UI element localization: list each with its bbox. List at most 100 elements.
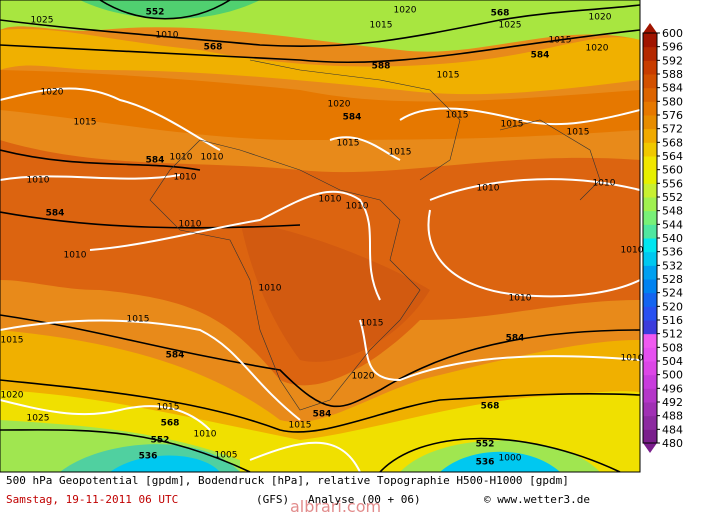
contour-label: 1010 (174, 173, 197, 183)
contour-label: 1020 (1, 391, 24, 401)
contour-label: 1015 (567, 128, 590, 138)
contour-label: 584 (343, 113, 362, 123)
colorbar-swatch (643, 60, 657, 75)
caption-credit: © www.wetter3.de (484, 493, 590, 506)
colorbar-swatch (643, 320, 657, 335)
colorbar-label: 480 (662, 437, 683, 450)
colorbar-label: 544 (662, 218, 683, 231)
colorbar-label: 488 (662, 410, 683, 423)
contour-label: 1025 (27, 414, 50, 424)
contour-label: 1010 (259, 284, 282, 294)
contour-label: 584 (313, 410, 332, 420)
contour-label: 1015 (501, 120, 524, 130)
contour-label: 536 (139, 452, 158, 462)
colorbar-swatch (643, 402, 657, 417)
contour-label: 584 (531, 51, 550, 61)
contour-label: 568 (481, 402, 500, 412)
colorbar-swatch (643, 128, 657, 143)
colorbar-swatch (643, 183, 657, 198)
contour-label: 1010 (593, 179, 616, 189)
colorbar-swatch (643, 333, 657, 348)
contour-label: 568 (491, 9, 510, 19)
colorbar-label: 504 (662, 355, 683, 368)
colorbar-swatch (643, 238, 657, 253)
contour-label: 1015 (1, 336, 24, 346)
colorbar-swatch (643, 101, 657, 116)
colorbar-swatch (643, 292, 657, 307)
caption-model: (GFS) (256, 493, 289, 506)
contour-label: 1010 (319, 195, 342, 205)
colorbar-swatch (643, 347, 657, 362)
colorbar-label: 592 (662, 54, 683, 67)
contour-label: 1015 (437, 71, 460, 81)
contour-label: 1010 (621, 246, 644, 256)
contour-label: 584 (506, 334, 525, 344)
contour-label: 1015 (157, 403, 180, 413)
colorbar-swatch (643, 251, 657, 266)
colorbar-label: 556 (662, 177, 683, 190)
contour-label: 1015 (74, 118, 97, 128)
contour-label: 552 (476, 440, 495, 450)
colorbar-label: 484 (662, 423, 683, 436)
contour-label: 1010 (179, 220, 202, 230)
caption-date: Samstag, 19-11-2011 06 UTC (6, 493, 178, 506)
contour-label: 1010 (201, 153, 224, 163)
contour-label: 584 (146, 156, 165, 166)
colorbar-label: 528 (662, 273, 683, 286)
contour-label: 584 (46, 209, 65, 219)
contour-label: 1015 (370, 21, 393, 31)
colorbar-swatch (643, 224, 657, 239)
colorbar-swatch (643, 306, 657, 321)
contour-label: 1015 (337, 139, 360, 149)
colorbar-label: 600 (662, 27, 683, 40)
contour-label: 1005 (215, 451, 238, 461)
colorbar-label: 560 (662, 164, 683, 177)
contour-label: 1010 (477, 184, 500, 194)
contour-label: 1020 (41, 88, 64, 98)
caption-run: Analyse (00 + 06) (308, 493, 421, 506)
colorbar-label: 576 (662, 109, 683, 122)
contour-label: 1000 (499, 454, 522, 464)
colorbar-arrow-bottom (643, 443, 657, 453)
colorbar-swatch (643, 415, 657, 430)
colorbar-label: 520 (662, 300, 683, 313)
colorbar-label: 492 (662, 396, 683, 409)
colorbar-swatch (643, 210, 657, 225)
colorbar-label: 512 (662, 328, 683, 341)
colorbar-label: 568 (662, 136, 683, 149)
colorbar-label: 496 (662, 382, 683, 395)
colorbar-label: 596 (662, 41, 683, 54)
contour-label: 1010 (346, 202, 369, 212)
caption-line: 500 hPa Geopotential [gpdm], Bodendruck … (6, 474, 569, 487)
contour-label: 1015 (446, 111, 469, 121)
colorbar-swatch (643, 46, 657, 61)
contour-label: 1015 (289, 421, 312, 431)
colorbar: 4804844884924965005045085125165205245285… (642, 23, 683, 453)
colorbar-label: 552 (662, 191, 683, 204)
colorbar-swatch (643, 156, 657, 171)
colorbar-swatch (643, 265, 657, 280)
colorbar-swatch (643, 429, 657, 444)
colorbar-swatch (643, 279, 657, 294)
colorbar-label: 548 (662, 205, 683, 218)
contour-label: 1010 (194, 430, 217, 440)
contour-label: 568 (161, 419, 180, 429)
contour-label: 1015 (389, 148, 412, 158)
colorbar-label: 540 (662, 232, 683, 245)
colorbar-swatch (643, 115, 657, 130)
contour-label: 568 (204, 43, 223, 53)
colorbar-swatch (643, 388, 657, 403)
colorbar-label: 536 (662, 246, 683, 259)
contour-label: 1020 (394, 6, 417, 16)
colorbar-label: 564 (662, 150, 683, 163)
contour-label: 588 (372, 62, 391, 72)
colorbar-swatch (643, 361, 657, 376)
colorbar-label: 516 (662, 314, 683, 327)
colorbar-label: 580 (662, 95, 683, 108)
contour-label: 536 (476, 458, 495, 468)
colorbar-label: 508 (662, 341, 683, 354)
contour-label: 1020 (328, 100, 351, 110)
colorbar-label: 588 (662, 68, 683, 81)
